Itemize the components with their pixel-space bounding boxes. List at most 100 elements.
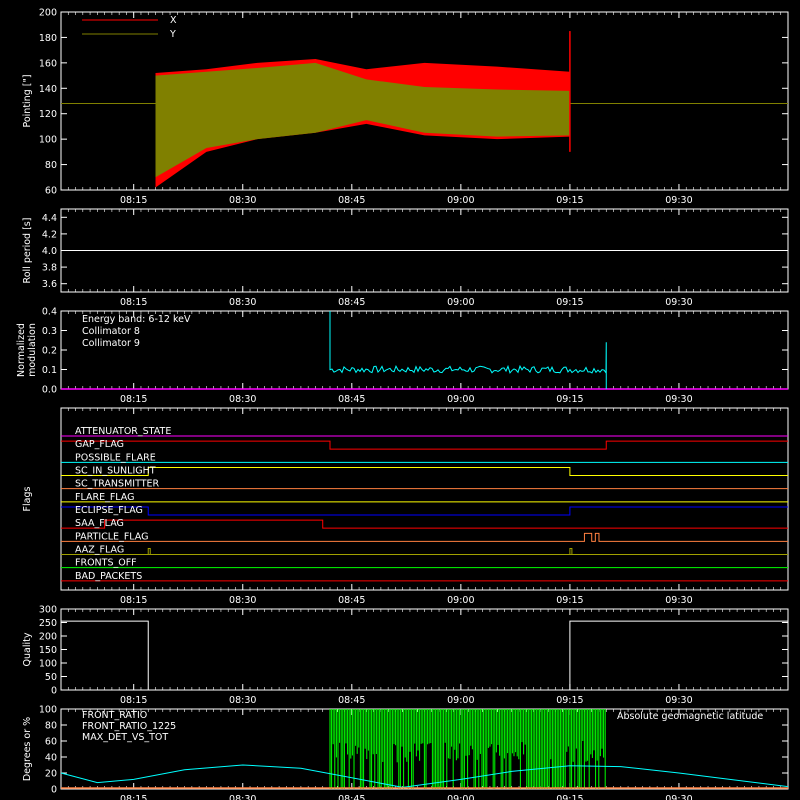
y-tick-label: 20 bbox=[45, 769, 57, 780]
series-area-Y bbox=[155, 62, 570, 178]
y-tick-label: 0.0 bbox=[42, 385, 57, 396]
x-tick-label: 09:30 bbox=[665, 195, 692, 206]
x-tick-label: 09:15 bbox=[556, 695, 583, 706]
x-tick-label: 09:00 bbox=[447, 695, 474, 706]
flag-label: ATTENUATOR_STATE bbox=[75, 426, 171, 437]
y-axis-label: Degrees or % bbox=[22, 717, 33, 781]
flag-line bbox=[61, 506, 788, 516]
legend-front-ratio-1225: FRONT_RATIO_1225 bbox=[82, 721, 176, 732]
y-tick-label: 0.4 bbox=[42, 307, 57, 318]
x-tick-label: 08:30 bbox=[229, 695, 256, 706]
x-tick-label: 08:45 bbox=[338, 195, 365, 206]
x-tick-label: 08:45 bbox=[338, 794, 365, 800]
y-tick-label: 100 bbox=[39, 659, 57, 670]
flag-label: SC_IN_SUNLIGHT bbox=[75, 466, 156, 477]
flag-label: SAA_FLAG bbox=[75, 518, 124, 529]
x-tick-label: 09:15 bbox=[556, 195, 583, 206]
flag-line bbox=[61, 532, 788, 542]
series-line-collimator-8 bbox=[329, 311, 607, 389]
y-tick-label: 3.8 bbox=[42, 263, 57, 274]
y-tick-label: 200 bbox=[39, 8, 57, 19]
x-tick-label: 09:00 bbox=[447, 195, 474, 206]
x-tick-label: 08:15 bbox=[120, 195, 147, 206]
y-axis-label: Pointing ["] bbox=[22, 74, 33, 127]
flag-pulse bbox=[147, 548, 151, 555]
y-tick-label: 0.3 bbox=[42, 326, 57, 337]
x-tick-label: 09:30 bbox=[665, 794, 692, 800]
legend-collimator-8: Collimator 8 bbox=[82, 326, 140, 337]
y-axis-label: modulation bbox=[27, 323, 38, 377]
flag-pulse bbox=[569, 548, 573, 555]
y-tick-label: 40 bbox=[45, 753, 57, 764]
y-tick-label: 4.0 bbox=[42, 246, 57, 257]
x-tick-label: 09:00 bbox=[447, 794, 474, 800]
y-tick-label: 150 bbox=[39, 645, 57, 656]
y-tick-label: 100 bbox=[39, 135, 57, 146]
x-tick-label: 09:15 bbox=[556, 394, 583, 405]
y-tick-label: 60 bbox=[45, 737, 57, 748]
x-tick-label: 09:30 bbox=[665, 595, 692, 606]
legend-label-X: X bbox=[170, 15, 177, 26]
y-tick-label: 160 bbox=[39, 58, 57, 69]
x-tick-label: 08:45 bbox=[338, 595, 365, 606]
x-tick-label: 09:15 bbox=[556, 297, 583, 308]
flag-label: FRONTS_OFF bbox=[75, 558, 137, 569]
flag-line bbox=[61, 467, 788, 476]
y-tick-label: 250 bbox=[39, 618, 57, 629]
x-tick-label: 09:15 bbox=[556, 794, 583, 800]
legend-geomagnetic-latitude: Absolute geomagnetic latitude bbox=[617, 711, 763, 722]
flag-label: ECLIPSE_FLAG bbox=[75, 505, 143, 516]
y-tick-label: 4.4 bbox=[42, 213, 57, 224]
flag-label: GAP_FLAG bbox=[75, 439, 124, 450]
x-tick-label: 09:00 bbox=[447, 595, 474, 606]
legend-label-Y: Y bbox=[169, 29, 176, 40]
y-axis-label: Quality bbox=[22, 632, 33, 666]
y-axis-label: Normalized bbox=[16, 323, 27, 377]
y-tick-label: 3.6 bbox=[42, 279, 57, 290]
y-tick-label: 80 bbox=[45, 721, 57, 732]
legend-energy-band: Energy band: 6-12 keV bbox=[82, 314, 191, 325]
y-tick-label: 200 bbox=[39, 632, 57, 643]
y-tick-label: 100 bbox=[39, 705, 57, 716]
flag-label: FLARE_FLAG bbox=[75, 492, 135, 503]
x-tick-label: 08:15 bbox=[120, 794, 147, 800]
x-tick-label: 08:30 bbox=[229, 595, 256, 606]
x-tick-label: 09:15 bbox=[556, 595, 583, 606]
x-tick-label: 08:30 bbox=[229, 794, 256, 800]
x-tick-label: 08:30 bbox=[229, 394, 256, 405]
y-tick-label: 50 bbox=[45, 672, 57, 683]
x-tick-label: 09:30 bbox=[665, 297, 692, 308]
x-tick-label: 09:30 bbox=[665, 695, 692, 706]
legend-front-ratio: FRONT_RATIO bbox=[82, 710, 147, 721]
flag-label: AAZ_FLAG bbox=[75, 545, 124, 556]
x-tick-label: 09:30 bbox=[665, 394, 692, 405]
x-tick-label: 08:45 bbox=[338, 394, 365, 405]
y-tick-label: 4.2 bbox=[42, 229, 57, 240]
x-tick-label: 08:30 bbox=[229, 195, 256, 206]
x-tick-label: 09:00 bbox=[447, 297, 474, 308]
legend-max-det: MAX_DET_VS_TOT bbox=[82, 732, 168, 743]
flag-line bbox=[61, 440, 788, 450]
flag-label: SC_TRANSMITTER bbox=[75, 479, 160, 490]
x-tick-label: 08:15 bbox=[120, 394, 147, 405]
y-axis-label: Roll period [s] bbox=[22, 218, 33, 284]
y-tick-label: 180 bbox=[39, 33, 57, 44]
x-tick-label: 08:45 bbox=[338, 297, 365, 308]
y-tick-label: 140 bbox=[39, 84, 57, 95]
x-tick-label: 08:15 bbox=[120, 695, 147, 706]
y-tick-label: 300 bbox=[39, 605, 57, 616]
y-tick-label: 120 bbox=[39, 109, 57, 120]
y-tick-label: 0 bbox=[51, 686, 57, 697]
y-axis-label: Flags bbox=[22, 486, 33, 511]
x-tick-label: 09:00 bbox=[447, 394, 474, 405]
y-tick-label: 0.2 bbox=[42, 346, 57, 357]
quality-line bbox=[61, 620, 788, 691]
x-tick-label: 08:15 bbox=[120, 595, 147, 606]
legend-collimator-9: Collimator 9 bbox=[82, 338, 140, 349]
y-tick-label: 0.1 bbox=[42, 365, 57, 376]
x-tick-label: 08:45 bbox=[338, 695, 365, 706]
y-tick-label: 80 bbox=[45, 160, 57, 171]
flag-label: PARTICLE_FLAG bbox=[75, 531, 148, 542]
y-tick-label: 60 bbox=[45, 186, 57, 197]
